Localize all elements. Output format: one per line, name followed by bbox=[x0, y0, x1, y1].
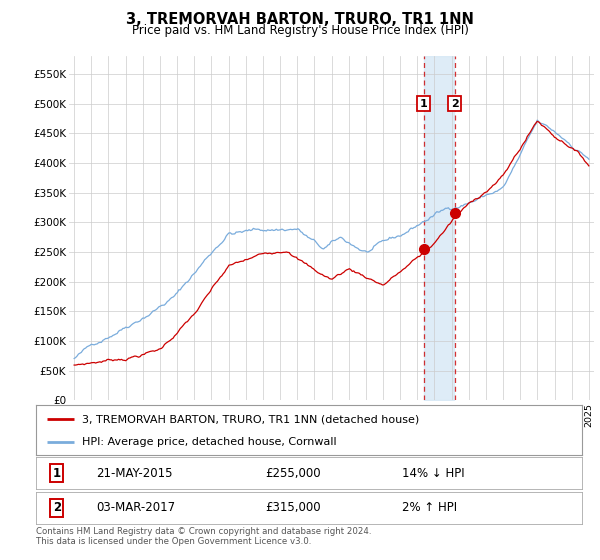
Text: Contains HM Land Registry data © Crown copyright and database right 2024.
This d: Contains HM Land Registry data © Crown c… bbox=[36, 527, 371, 547]
Text: 03-MAR-2017: 03-MAR-2017 bbox=[96, 501, 175, 515]
Text: HPI: Average price, detached house, Cornwall: HPI: Average price, detached house, Corn… bbox=[82, 437, 337, 447]
Text: 21-MAY-2015: 21-MAY-2015 bbox=[96, 466, 173, 480]
Text: 2: 2 bbox=[451, 99, 458, 109]
Text: 3, TREMORVAH BARTON, TRURO, TR1 1NN: 3, TREMORVAH BARTON, TRURO, TR1 1NN bbox=[126, 12, 474, 27]
Text: 14% ↓ HPI: 14% ↓ HPI bbox=[402, 466, 464, 480]
Text: £255,000: £255,000 bbox=[265, 466, 321, 480]
Text: 1: 1 bbox=[53, 466, 61, 480]
Text: 3, TREMORVAH BARTON, TRURO, TR1 1NN (detached house): 3, TREMORVAH BARTON, TRURO, TR1 1NN (det… bbox=[82, 414, 419, 424]
Text: 1: 1 bbox=[420, 99, 428, 109]
Text: £315,000: £315,000 bbox=[265, 501, 321, 515]
Text: 2% ↑ HPI: 2% ↑ HPI bbox=[402, 501, 457, 515]
Text: Price paid vs. HM Land Registry's House Price Index (HPI): Price paid vs. HM Land Registry's House … bbox=[131, 24, 469, 36]
Text: 2: 2 bbox=[53, 501, 61, 515]
